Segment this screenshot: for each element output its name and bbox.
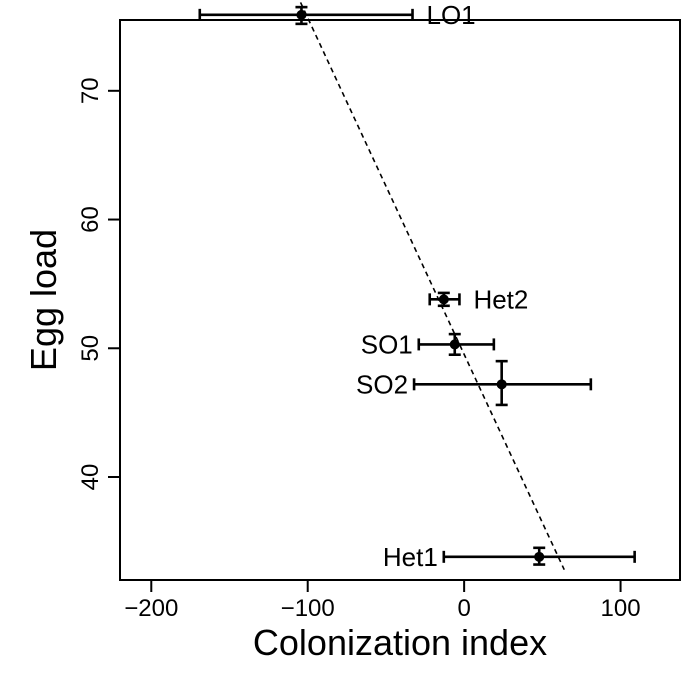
data-point-group-het2: Het2 (428, 284, 528, 314)
x-axis-title: Colonization index (253, 622, 547, 663)
y-tick-label-0: 40 (77, 464, 104, 491)
plot-frame (119, 19, 681, 581)
x-tick-label-3: 100 (601, 595, 641, 622)
point-label-4: Het1 (383, 542, 438, 572)
data-point-group-lo1: LO1 (198, 0, 476, 30)
point-label-2: SO1 (361, 329, 413, 359)
data-point-1 (438, 294, 449, 305)
x-tick-label-2: 0 (457, 595, 470, 622)
y-tick-label-1: 50 (77, 335, 104, 362)
data-points-layer: LO1 Het2 SO1 SO2 Het1 (198, 0, 636, 572)
y-tick-label-2: 60 (77, 206, 104, 233)
point-label-1: Het2 (473, 284, 528, 314)
x-axis: −200 −100 0 100 (124, 580, 641, 622)
point-label-0: LO1 (427, 0, 476, 30)
trend-line (298, 0, 565, 571)
data-point-0 (296, 9, 307, 20)
point-label-3: SO2 (356, 369, 408, 399)
trend-line-layer (298, 0, 565, 571)
data-point-group-het1: Het1 (383, 542, 636, 572)
y-axis: 40 50 60 70 (77, 77, 120, 490)
x-tick-label-0: −200 (124, 595, 178, 622)
data-point-4 (534, 551, 545, 562)
x-tick-label-1: −100 (281, 595, 335, 622)
data-point-2 (449, 339, 460, 350)
y-axis-title: Egg load (23, 229, 64, 371)
data-point-group-so1: SO1 (361, 329, 496, 359)
y-tick-label-3: 70 (77, 77, 104, 104)
data-point-group-so2: SO2 (356, 359, 593, 407)
data-point-3 (496, 379, 507, 390)
